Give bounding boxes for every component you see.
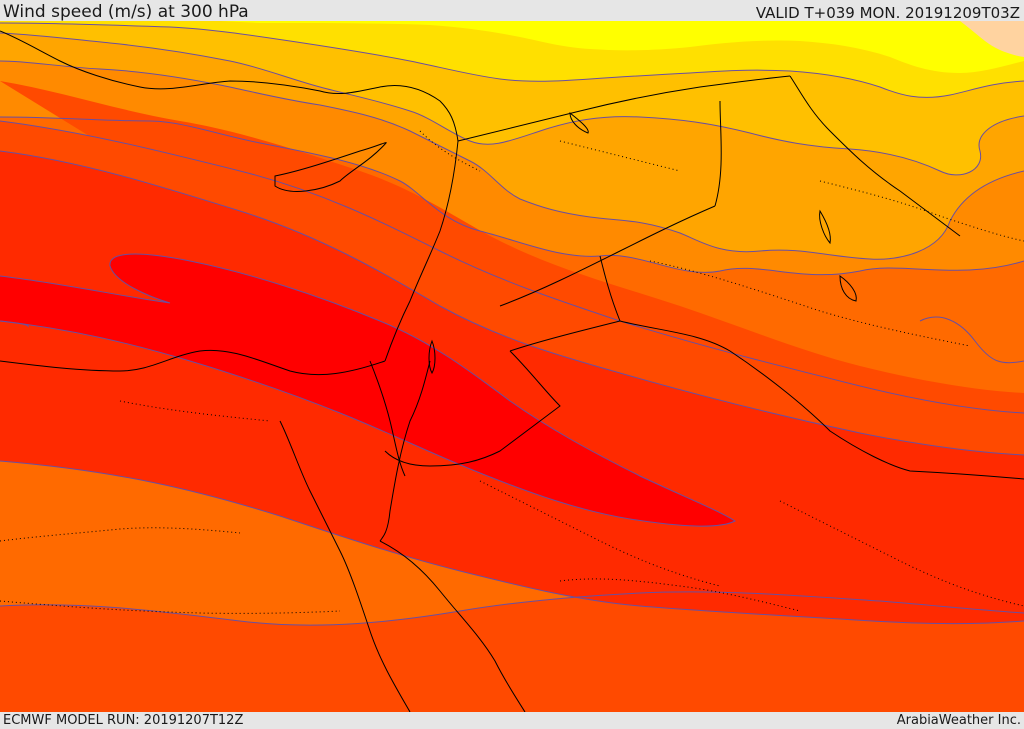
credit-label: ArabiaWeather Inc.	[896, 713, 1021, 728]
band-red-core	[0, 254, 735, 527]
coastlines	[0, 30, 857, 712]
header-bar: Wind speed (m/s) at 300 hPa VALID T+039 …	[0, 0, 1024, 22]
band-pale-north-east	[960, 21, 1024, 57]
contour-lines	[0, 22, 1024, 626]
footer-bar: ECMWF MODEL RUN: 20191207T12Z ArabiaWeat…	[0, 712, 1024, 729]
band-yellow-north	[220, 21, 1024, 73]
political-borders	[369, 75, 1024, 480]
dotted-admin-borders	[0, 130, 1024, 614]
valid-time: VALID T+039 MON. 20191209T03Z	[755, 4, 1020, 22]
model-run-label: ECMWF MODEL RUN: 20191207T12Z	[3, 713, 244, 728]
map-svg	[0, 21, 1024, 712]
wind-speed-map	[0, 21, 1024, 712]
map-title: Wind speed (m/s) at 300 hPa	[3, 2, 249, 22]
band-red-core-outer	[0, 151, 1024, 624]
